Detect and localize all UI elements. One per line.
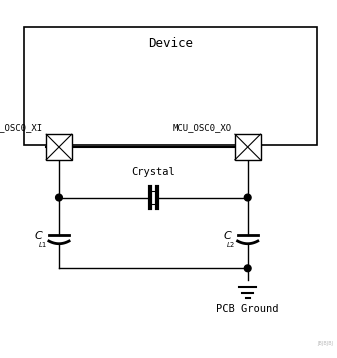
Text: MCU_OSC0_XI: MCU_OSC0_XI bbox=[0, 124, 43, 132]
Text: Crystal: Crystal bbox=[131, 167, 175, 177]
Text: Device: Device bbox=[148, 38, 193, 50]
Circle shape bbox=[244, 194, 251, 201]
Circle shape bbox=[244, 265, 251, 272]
Text: PCB Ground: PCB Ground bbox=[216, 304, 279, 314]
Circle shape bbox=[56, 194, 62, 201]
Bar bbox=[235, 134, 261, 160]
Text: $C$: $C$ bbox=[223, 229, 233, 241]
Text: $_{L2}$: $_{L2}$ bbox=[226, 240, 236, 250]
Bar bbox=[24, 27, 317, 145]
Bar bbox=[46, 134, 72, 160]
Text: $C$: $C$ bbox=[34, 229, 44, 241]
Text: MCU_OSC0_XO: MCU_OSC0_XO bbox=[173, 124, 232, 132]
Text: JBJBJBJ: JBJBJBJ bbox=[317, 341, 334, 346]
Bar bbox=[150, 192, 156, 204]
Text: $_{L1}$: $_{L1}$ bbox=[38, 240, 47, 250]
